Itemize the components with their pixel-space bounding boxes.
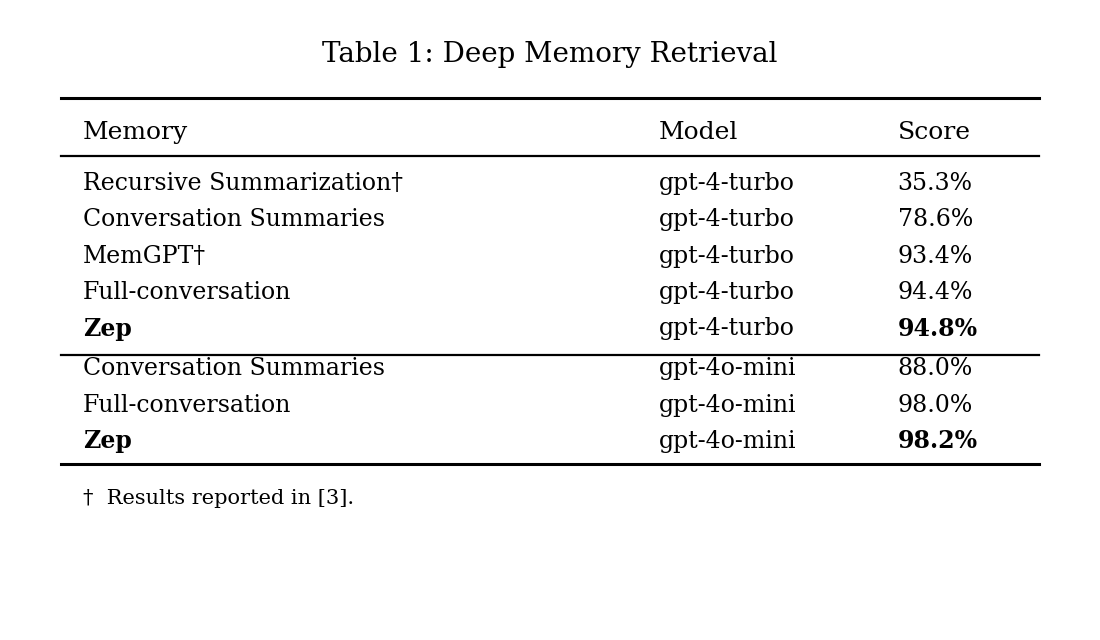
Text: Score: Score (898, 121, 970, 143)
Text: gpt-4-turbo: gpt-4-turbo (659, 209, 794, 231)
Text: Full-conversation: Full-conversation (82, 394, 292, 417)
Text: Memory: Memory (82, 121, 188, 143)
Text: gpt-4-turbo: gpt-4-turbo (659, 281, 794, 304)
Text: gpt-4-turbo: gpt-4-turbo (659, 172, 794, 195)
Text: Recursive Summarization†: Recursive Summarization† (82, 172, 403, 195)
Text: †  Results reported in [3].: † Results reported in [3]. (82, 489, 354, 508)
Text: gpt-4o-mini: gpt-4o-mini (659, 357, 796, 380)
Text: 88.0%: 88.0% (898, 357, 972, 380)
Text: 78.6%: 78.6% (898, 209, 972, 231)
Text: gpt-4-turbo: gpt-4-turbo (659, 244, 794, 268)
Text: Conversation Summaries: Conversation Summaries (82, 209, 385, 231)
Text: gpt-4o-mini: gpt-4o-mini (659, 430, 796, 453)
Text: Zep: Zep (82, 317, 132, 340)
Text: Model: Model (659, 121, 738, 143)
Text: Conversation Summaries: Conversation Summaries (82, 357, 385, 380)
Text: Zep: Zep (82, 429, 132, 453)
Text: gpt-4o-mini: gpt-4o-mini (659, 394, 796, 417)
Text: 98.0%: 98.0% (898, 394, 972, 417)
Text: 98.2%: 98.2% (898, 429, 978, 453)
Text: 94.4%: 94.4% (898, 281, 972, 304)
Text: Table 1: Deep Memory Retrieval: Table 1: Deep Memory Retrieval (322, 42, 778, 68)
Text: MemGPT†: MemGPT† (82, 244, 206, 268)
Text: 93.4%: 93.4% (898, 244, 972, 268)
Text: 94.8%: 94.8% (898, 317, 978, 340)
Text: 35.3%: 35.3% (898, 172, 972, 195)
Text: gpt-4-turbo: gpt-4-turbo (659, 317, 794, 340)
Text: Full-conversation: Full-conversation (82, 281, 292, 304)
